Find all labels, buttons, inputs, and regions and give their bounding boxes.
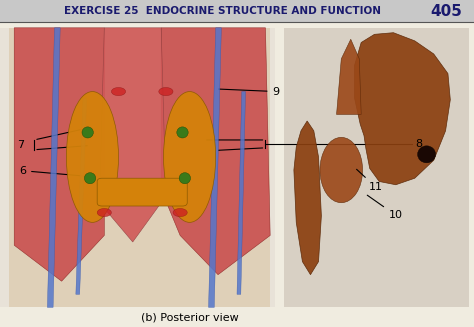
Text: 6: 6 [19,166,87,176]
Text: 7: 7 [18,140,25,150]
Ellipse shape [159,87,173,95]
Ellipse shape [179,173,191,184]
Ellipse shape [84,173,96,184]
Text: 11: 11 [356,169,383,192]
Ellipse shape [97,209,111,217]
Text: 10: 10 [367,195,403,220]
Ellipse shape [177,127,188,138]
Text: EXERCISE 25  ENDOCRINE STRUCTURE AND FUNCTION: EXERCISE 25 ENDOCRINE STRUCTURE AND FUNC… [64,6,381,16]
Polygon shape [14,28,104,281]
Polygon shape [47,28,60,307]
Text: 405: 405 [430,4,462,19]
Polygon shape [161,28,270,275]
Polygon shape [76,98,87,294]
FancyBboxPatch shape [97,178,187,206]
Ellipse shape [164,92,216,222]
Text: (b) Posterior view: (b) Posterior view [141,313,238,323]
Polygon shape [209,28,221,307]
Text: 8: 8 [415,139,422,149]
Ellipse shape [320,137,363,203]
Text: 9: 9 [219,87,280,96]
Ellipse shape [111,87,126,95]
Ellipse shape [82,127,93,138]
FancyBboxPatch shape [0,0,474,22]
FancyBboxPatch shape [284,28,469,307]
Polygon shape [355,33,450,185]
Ellipse shape [173,209,187,217]
Ellipse shape [418,146,436,163]
Polygon shape [237,92,246,294]
Polygon shape [100,28,166,242]
Polygon shape [9,28,270,307]
Polygon shape [294,121,321,275]
Polygon shape [337,39,361,114]
FancyBboxPatch shape [0,28,275,307]
Ellipse shape [66,92,118,222]
